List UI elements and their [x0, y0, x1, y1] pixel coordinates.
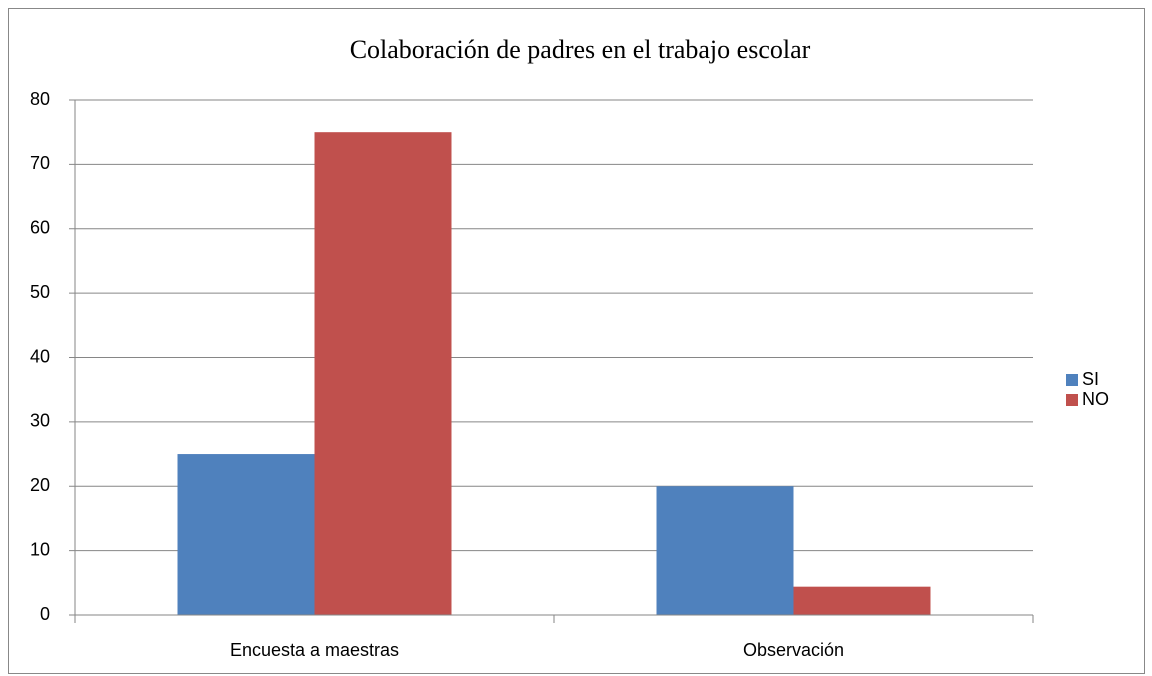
y-tick-label: 30	[30, 411, 50, 431]
y-tick-label: 40	[30, 346, 50, 366]
y-tick-label: 60	[30, 218, 50, 238]
y-tick-label: 20	[30, 475, 50, 495]
y-tick-label: 10	[30, 539, 50, 559]
bar	[314, 132, 452, 615]
y-tick-label: 0	[40, 604, 50, 624]
chart-title: Colaboración de padres en el trabajo esc…	[350, 35, 811, 64]
y-tick-label: 50	[30, 282, 50, 302]
y-tick-label: 70	[30, 153, 50, 173]
legend-label: SI	[1082, 369, 1099, 389]
bar	[793, 586, 931, 615]
legend-label: NO	[1082, 389, 1109, 409]
bar	[656, 486, 794, 615]
bar	[177, 454, 315, 615]
legend-swatch	[1066, 394, 1078, 406]
y-tick-label: 80	[30, 89, 50, 109]
x-tick-label: Encuesta a maestras	[230, 640, 399, 660]
x-tick-label: Observación	[743, 640, 844, 660]
legend-swatch	[1066, 374, 1078, 386]
